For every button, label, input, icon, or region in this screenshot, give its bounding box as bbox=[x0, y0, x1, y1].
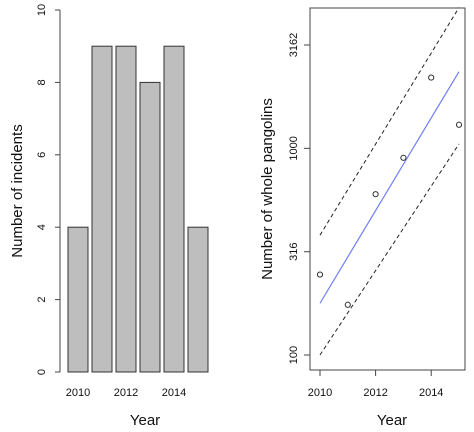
point-2011 bbox=[344, 301, 351, 308]
left-y-tick-label: 0 bbox=[36, 369, 48, 375]
right-y-tick-label: 316 bbox=[288, 243, 300, 261]
right-x-tick-label: 2014 bbox=[419, 387, 443, 399]
regression-line bbox=[319, 71, 460, 304]
right-x-ticks: 2010 2012 2014 bbox=[308, 370, 443, 399]
pangolins-scatter-chart: 100 316 1000 3162 2010 2012 2014 Year Number … bbox=[259, 7, 466, 429]
left-y-axis-title: Number of incidents bbox=[9, 124, 26, 257]
ci-lower-line bbox=[319, 143, 460, 356]
right-plot-frame bbox=[309, 7, 466, 371]
left-y-tick-label: 4 bbox=[36, 224, 48, 230]
left-y-tick-label: 6 bbox=[36, 152, 48, 158]
left-x-tick-label: 2012 bbox=[114, 387, 138, 399]
point-2014 bbox=[428, 74, 435, 81]
right-y-tick-label: 100 bbox=[288, 346, 300, 364]
point-2010 bbox=[316, 271, 324, 278]
bar-2010 bbox=[67, 226, 89, 373]
right-x-tick-label: 2012 bbox=[363, 387, 387, 399]
ci-upper-line bbox=[319, 7, 460, 236]
bar-2013 bbox=[139, 81, 161, 373]
left-y-tick-label: 8 bbox=[36, 79, 48, 85]
scatter-points bbox=[316, 74, 463, 308]
right-y-axis-title: Number of whole pangolins bbox=[259, 98, 276, 280]
fit-line bbox=[319, 71, 460, 304]
point-2013 bbox=[400, 154, 407, 161]
left-x-tick-label: 2014 bbox=[162, 387, 186, 399]
right-y-tick-label: 1000 bbox=[288, 136, 300, 160]
confidence-band-lines bbox=[319, 7, 460, 356]
left-y-tick-label: 2 bbox=[36, 297, 48, 303]
point-2015 bbox=[455, 121, 463, 128]
incidents-bar-chart: 0 2 4 6 8 10 2010 2012 2014 Year Number of inci… bbox=[9, 4, 209, 429]
left-y-tick-label: 10 bbox=[36, 4, 48, 16]
left-x-tick-label: 2010 bbox=[66, 387, 90, 399]
right-y-ticks: 100 316 1000 3162 bbox=[288, 33, 310, 364]
bar-2012 bbox=[115, 45, 137, 373]
left-x-axis-title: Year bbox=[130, 412, 160, 429]
bar-2015 bbox=[187, 226, 209, 373]
left-bars bbox=[67, 45, 209, 373]
right-x-axis-title: Year bbox=[377, 412, 407, 429]
point-2012 bbox=[372, 191, 379, 198]
bar-2011 bbox=[91, 45, 113, 373]
bar-2014 bbox=[163, 45, 185, 373]
right-y-tick-label: 3162 bbox=[288, 33, 300, 57]
left-y-ticks: 0 2 4 6 8 10 bbox=[36, 4, 60, 375]
left-x-tick-labels: 2010 2012 2014 bbox=[66, 387, 186, 399]
right-x-tick-label: 2010 bbox=[308, 387, 332, 399]
